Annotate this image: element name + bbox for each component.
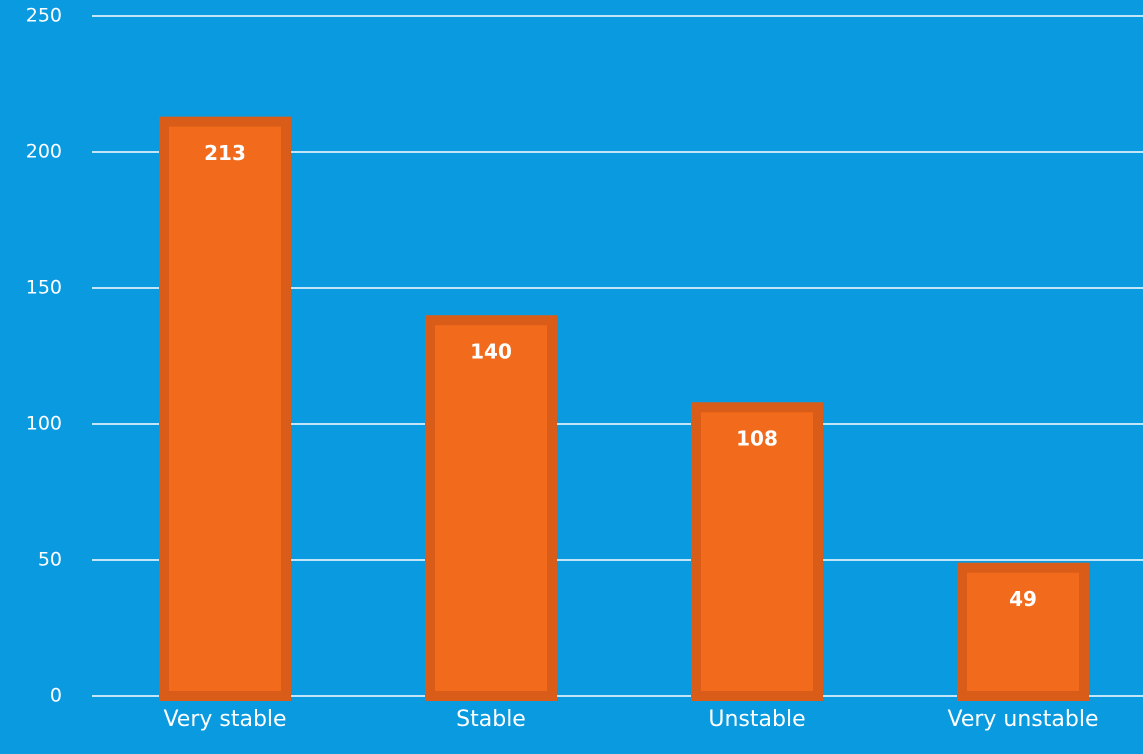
bar <box>691 402 823 701</box>
x-tick-label: Unstable <box>708 707 805 732</box>
x-tick-label: Very stable <box>163 707 286 732</box>
bar <box>159 116 291 701</box>
x-tick-label: Stable <box>456 707 526 732</box>
y-tick-label: 100 <box>26 413 62 435</box>
y-tick-label: 0 <box>50 685 62 707</box>
value-label: 49 <box>1009 587 1037 611</box>
value-label: 108 <box>736 427 778 451</box>
x-tick-label: Very unstable <box>947 707 1098 732</box>
bar <box>957 562 1089 701</box>
value-label: 213 <box>204 141 246 165</box>
value-label: 140 <box>470 340 512 364</box>
y-tick-label: 250 <box>26 5 62 27</box>
bar <box>425 315 557 701</box>
y-tick-label: 150 <box>26 277 62 299</box>
y-tick-label: 200 <box>26 141 62 163</box>
y-tick-label: 50 <box>38 549 62 571</box>
